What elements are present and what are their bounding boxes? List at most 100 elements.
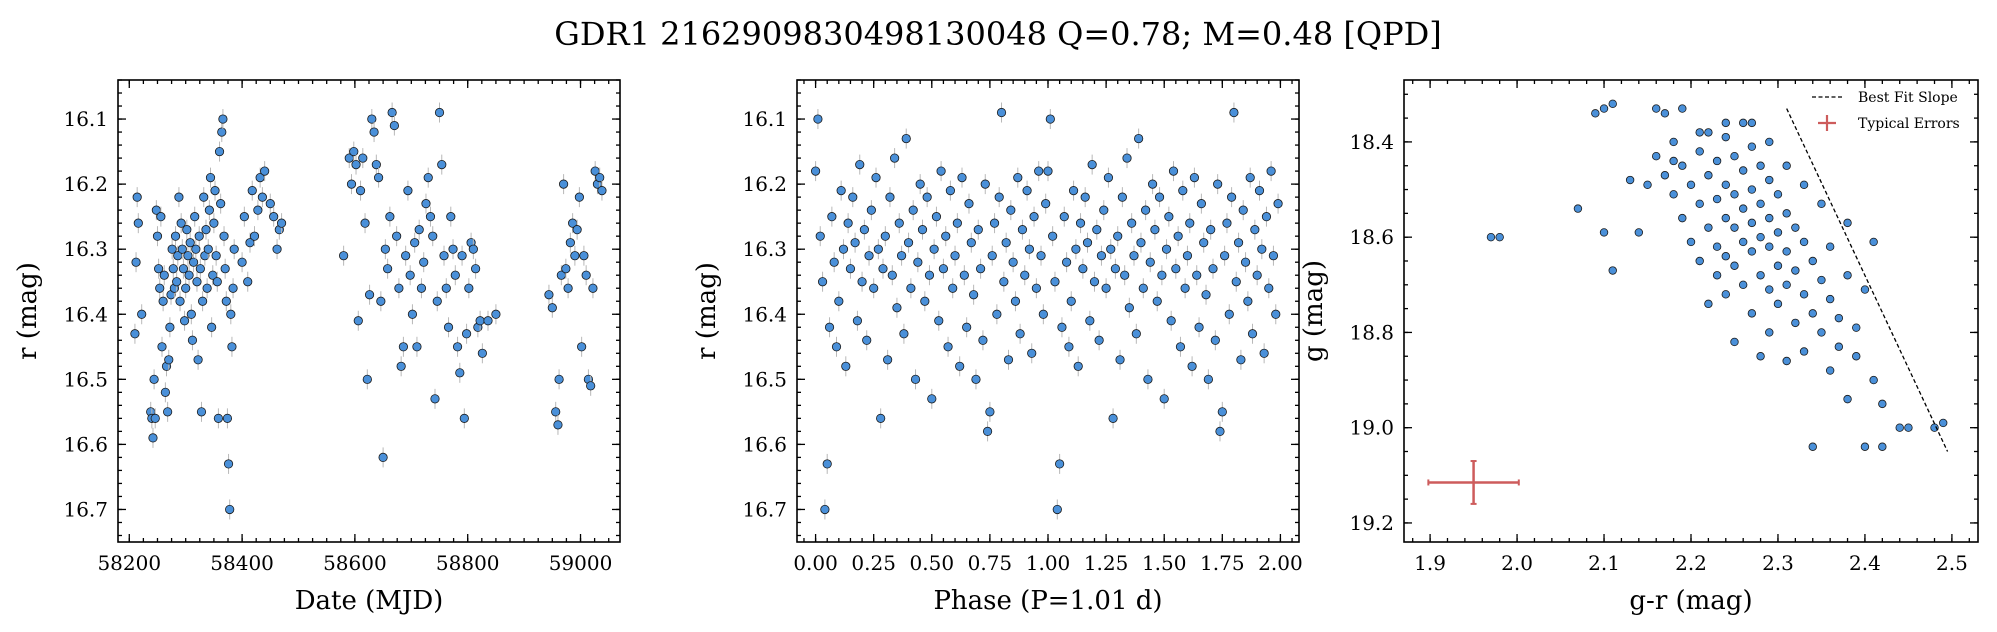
- data-point: [158, 296, 168, 306]
- data-point: [1252, 270, 1262, 280]
- data-point: [1852, 323, 1861, 332]
- data-point: [414, 225, 424, 235]
- data-point: [876, 413, 886, 423]
- x-axis-label: Date (MJD): [295, 586, 444, 616]
- data-point: [1817, 199, 1826, 209]
- data-point: [1825, 242, 1835, 251]
- data-point: [376, 296, 386, 306]
- data-point: [1869, 237, 1878, 247]
- data-point: [1048, 231, 1058, 241]
- data-point: [857, 277, 867, 287]
- data-point: [1257, 244, 1267, 254]
- data-point: [353, 316, 363, 326]
- y-tick-label: 16.7: [742, 497, 787, 521]
- data-point: [1730, 223, 1739, 232]
- data-point: [198, 296, 208, 306]
- figure-title: GDR1 2162909830498130048 Q=0.78; M=0.48 …: [554, 15, 1441, 53]
- data-point: [1015, 329, 1025, 339]
- data-point: [133, 218, 143, 228]
- data-point: [955, 361, 965, 371]
- data-point: [1057, 322, 1067, 332]
- data-point: [962, 322, 972, 332]
- data-point: [822, 459, 832, 469]
- x-axis-label: Phase (P=1.01 d): [933, 586, 1162, 616]
- legend-errorbar-swatch: [1818, 115, 1836, 131]
- data-point: [978, 335, 988, 345]
- data-point: [247, 186, 257, 196]
- data-point: [1082, 238, 1093, 248]
- data-point: [168, 264, 178, 274]
- data-point: [186, 309, 196, 319]
- data-point: [1187, 361, 1197, 371]
- data-point: [982, 426, 993, 436]
- data-point: [1756, 199, 1765, 209]
- data-point: [595, 173, 605, 183]
- data-point: [1834, 313, 1844, 323]
- data-point: [1486, 232, 1496, 242]
- data-point: [1738, 166, 1748, 175]
- data-point: [380, 244, 390, 254]
- data-point: [1073, 361, 1083, 371]
- data-point: [996, 107, 1007, 118]
- data-point: [1721, 132, 1730, 142]
- data-point: [1068, 186, 1079, 196]
- data-point: [346, 179, 357, 189]
- data-point: [439, 251, 449, 261]
- data-point: [820, 504, 830, 515]
- data-point: [410, 238, 420, 248]
- data-point: [1099, 205, 1109, 215]
- y-tick-label: 16.6: [63, 432, 108, 456]
- data-point: [154, 264, 164, 274]
- data-point: [148, 433, 158, 443]
- data-point: [464, 283, 474, 293]
- y-tick-label: 16.3: [63, 237, 108, 261]
- data-point: [163, 407, 173, 417]
- data-point: [908, 205, 918, 215]
- data-point: [941, 231, 951, 241]
- x-tick-label: 2.00: [1258, 551, 1303, 575]
- data-point: [1143, 374, 1153, 384]
- y-tick-label: 16.3: [742, 237, 787, 261]
- data-point: [412, 342, 422, 352]
- x-tick-label: 0.00: [793, 551, 838, 575]
- data-point: [1036, 251, 1046, 261]
- data-point: [1782, 209, 1791, 218]
- data-point: [950, 251, 960, 261]
- data-point: [131, 257, 141, 267]
- data-point: [1215, 426, 1225, 436]
- data-point: [964, 199, 974, 209]
- data-point: [1939, 418, 1948, 428]
- data-point: [1825, 366, 1835, 375]
- data-point: [1159, 394, 1169, 404]
- data-point: [1843, 394, 1852, 404]
- data-point: [1061, 257, 1072, 267]
- data-point: [973, 225, 983, 235]
- data-point: [1782, 161, 1791, 170]
- data-point: [1817, 328, 1826, 337]
- data-point: [1092, 225, 1102, 235]
- y-tick-label: 18.8: [1349, 320, 1394, 344]
- data-point: [952, 218, 962, 228]
- data-point: [1208, 264, 1218, 274]
- data-point: [1773, 299, 1783, 309]
- data-point: [149, 374, 159, 384]
- x-tick-label: 1.50: [1142, 551, 1187, 575]
- typical-error-marker: [1427, 460, 1520, 505]
- data-point: [207, 322, 217, 332]
- data-point: [1660, 109, 1670, 118]
- data-point: [980, 179, 990, 189]
- data-point: [1182, 251, 1193, 261]
- data-point: [160, 387, 170, 397]
- data-point: [1273, 199, 1283, 209]
- data-point: [483, 316, 493, 326]
- data-point: [164, 355, 174, 365]
- data-point: [1185, 218, 1195, 228]
- data-point: [1227, 192, 1237, 202]
- y-tick-label: 16.2: [63, 172, 108, 196]
- data-point: [1157, 270, 1167, 280]
- data-point: [184, 270, 194, 280]
- plot-area: [118, 80, 620, 542]
- data-point: [225, 504, 235, 515]
- data-point: [1115, 355, 1125, 365]
